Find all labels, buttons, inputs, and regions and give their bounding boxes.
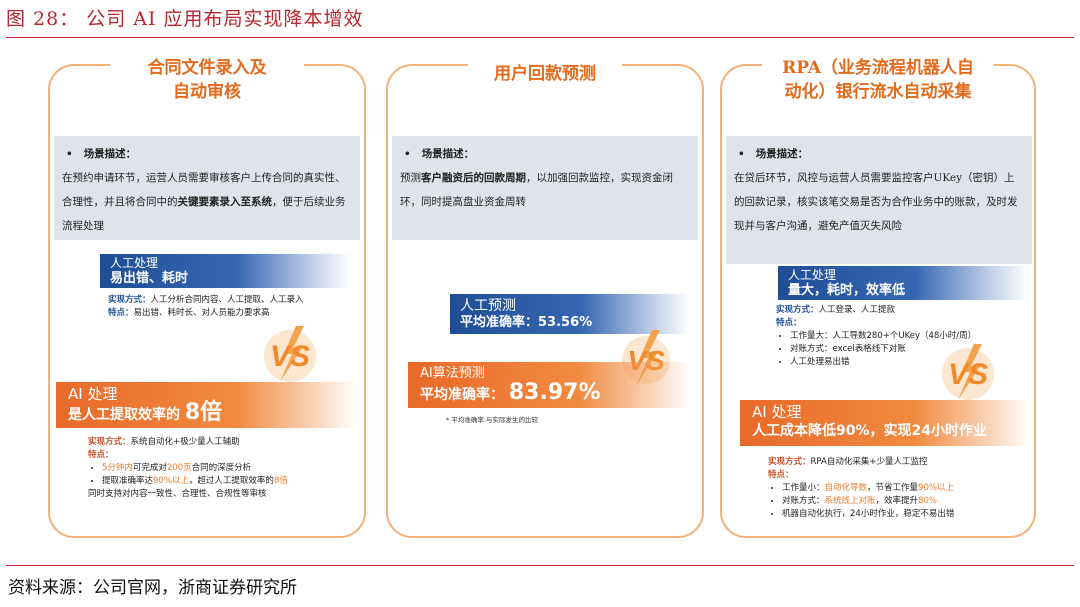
figure-title: 图 28： 公司 AI 应用布局实现降本增效 [6, 8, 364, 30]
manual-banner: 人工预测 平均准确率：53.56% [450, 294, 690, 334]
card-rpa-bank-statement: RPA（业务流程机器人自 动化）银行流水自动采集 • 场景描述： 在贷后环节，风… [720, 56, 1036, 538]
ai-banner: AI 处理 人工成本降低90%，实现24小时作业 [740, 400, 1030, 446]
manual-details: 实现方式：人工分析合同内容、人工提取、人工录入 特点：易出错、耗时长、对人员能力… [108, 295, 304, 318]
scenario-description: • 场景描述： 在贷后环节，风控与运营人员需要监控客户UKey（密钥）上的回款记… [726, 136, 1032, 264]
card-title-line2: 自动审核 [173, 82, 241, 102]
manual-headline: 平均准确率：53.56% [460, 315, 593, 330]
svg-text:VS: VS [948, 358, 988, 391]
manual-label: 人工处理 [110, 256, 159, 270]
card-title-line2: 动化）银行流水自动采集 [784, 82, 972, 102]
card-title: RPA（业务流程机器人自 动化）银行流水自动采集 [762, 56, 994, 104]
vs-icon: VS [942, 344, 994, 400]
ai-feat-extra: 同时支持对内容一致性、合理性、合规性等审核 [88, 489, 267, 499]
desc-body: 在贷后环节，风控与运营人员需要监控客户UKey（密钥）上的回款记录，核实该笔交易… [734, 172, 1018, 232]
ai-label: AI 处理 [68, 385, 118, 403]
manual-headline: 量大，耗时，效率低 [788, 283, 906, 298]
manual-feat-item: 工作量大：人工导数280+个UKey（48小时/周） [790, 330, 1026, 343]
ai-feat-item: 机器自动化执行，24小时作业，稳定不易出错 [782, 508, 1030, 521]
card-title: 用户回款预测 [468, 62, 622, 86]
ai-headline: 平均准确率： 83.97% [420, 380, 601, 405]
desc-heading: • 场景描述： [404, 148, 475, 160]
card-title-line1: RPA（业务流程机器人自 [782, 58, 974, 78]
manual-label: 人工处理 [788, 268, 837, 282]
desc-heading: • 场景描述： [738, 148, 809, 160]
manual-details: 实现方式：人工登录、人工提款 特点： 工作量大：人工导数280+个UKey（48… [776, 304, 1026, 369]
footnote: * 平均准确率:与实际发生的比较 [446, 416, 539, 424]
desc-heading: • 场景描述： [66, 148, 137, 160]
desc-body: 在预约申请环节，运营人员需要审核客户上传合同的真实性、合理性，并且将合同中的关键… [62, 172, 346, 232]
card-title-line1: 用户回款预测 [494, 64, 596, 84]
manual-label: 人工预测 [460, 298, 516, 314]
top-rule [6, 37, 1074, 38]
ai-headline: 是人工提取效率的 8倍 [68, 400, 223, 425]
manual-headline: 易出错、耗时 [110, 271, 189, 286]
manual-banner: 人工处理 易出错、耗时 [100, 254, 350, 288]
ai-details: 实现方式：系统自动化+极少量人工辅助 特点： 5分钟内可完成对200页合同的深度… [88, 436, 358, 501]
manual-feat-item: 人工处理易出错 [790, 356, 1026, 369]
card-title-line1: 合同文件录入及 [147, 58, 267, 78]
bottom-rule [6, 565, 1074, 566]
card-contract-entry: 合同文件录入及 自动审核 • 场景描述： 在预约申请环节，运营人员需要审核客户上… [48, 56, 366, 538]
card-repayment-forecast: 用户回款预测 • 场景描述： 预测客户融资后的回款周期，以加强回款监控，实现资金… [386, 62, 704, 538]
desc-body: 预测客户融资后的回款周期，以加强回款监控，实现资金闭环，同时提高盘业资金周转 [400, 172, 673, 208]
scenario-description: • 场景描述： 预测客户融资后的回款周期，以加强回款监控，实现资金闭环，同时提高… [392, 136, 698, 240]
manual-banner: 人工处理 量大，耗时，效率低 [778, 266, 1028, 300]
ai-headline: 人工成本降低90%，实现24小时作业 [752, 423, 987, 439]
card-title: 合同文件录入及 自动审核 [110, 56, 304, 104]
ai-label: AI算法预测 [420, 366, 485, 381]
ai-banner: AI 处理 是人工提取效率的 8倍 [56, 382, 356, 428]
vs-icon: VS [264, 326, 316, 382]
source-note: 资料来源：公司官网，浙商证券研究所 [8, 578, 297, 598]
svg-text:VS: VS [270, 340, 310, 373]
scenario-description: • 场景描述： 在预约申请环节，运营人员需要审核客户上传合同的真实性、合理性，并… [54, 136, 360, 240]
manual-feat-item: 对账方式：excel表格线下对账 [790, 343, 1026, 356]
ai-details: 实现方式：RPA自动化采集+少量人工监控 特点： 工作量小：自动化导数，节省工作… [768, 456, 1030, 521]
ai-label: AI 处理 [752, 403, 802, 421]
ai-banner: AI算法预测 平均准确率： 83.97% [408, 362, 690, 408]
